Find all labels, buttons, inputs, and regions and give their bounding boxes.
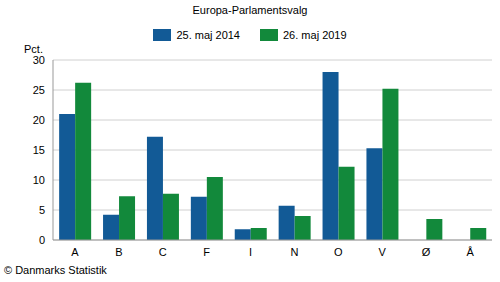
svg-text:Ø: Ø [422,246,431,258]
html-text:Europa-Parlamentsvalg: Europa-Parlamentsvalg [192,4,308,16]
svg-text:25: 25 [33,84,45,96]
svg-text:N: N [290,246,298,258]
html-text:Pct.: Pct. [24,43,43,55]
svg-text:A: A [71,246,79,258]
svg-text:10: 10 [33,174,45,186]
svg-text:B: B [115,246,122,258]
svg-text:I: I [249,246,252,258]
html-text:25. maj 2014: 25. maj 2014 [176,29,240,41]
svg-text:20: 20 [33,114,45,126]
svg-text:C: C [159,246,167,258]
svg-text:5: 5 [39,204,45,216]
svg-text:V: V [379,246,387,258]
svg-text:Å: Å [466,246,474,258]
html-text:© Danmarks Statistik: © Danmarks Statistik [4,264,107,276]
svg-text:O: O [334,246,343,258]
svg-text:F: F [203,246,210,258]
html-text:26. maj 2019: 26. maj 2019 [283,29,347,41]
svg-text:0: 0 [39,234,45,246]
svg-text:15: 15 [33,144,45,156]
svg-text:30: 30 [33,54,45,66]
